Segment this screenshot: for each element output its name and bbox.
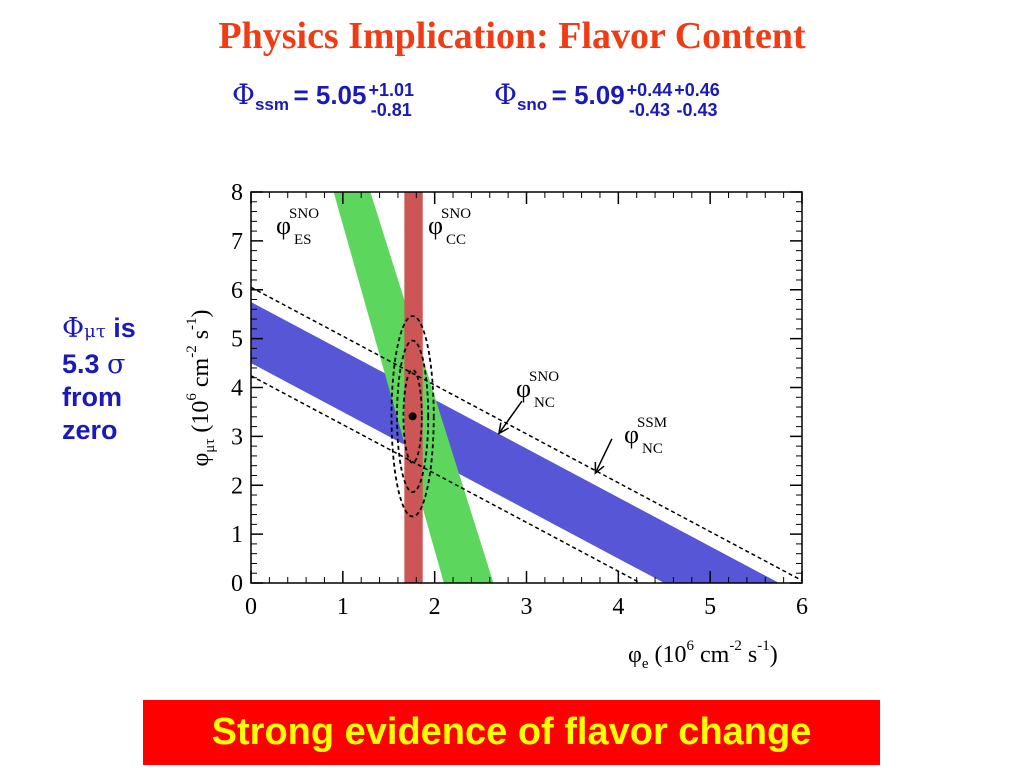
side-note-symbol: Φ [62, 313, 85, 344]
x-tick-label: 3 [521, 594, 533, 620]
side-note-sigma: σ [107, 349, 126, 380]
sno-flux-syst-errors: +0.46 -0.43 [674, 80, 720, 120]
ssm-flux-symbol: Φ [232, 78, 255, 111]
y-axis-label: φμτ (106 cm-2 s-1) [184, 309, 218, 466]
es-band-label: φSNO ES [276, 206, 319, 248]
arrow-head-1 [497, 422, 509, 435]
y-tick-label: 2 [231, 473, 243, 499]
y-tick-label: 4 [231, 376, 243, 402]
cc-band-label: φSNO CC [428, 206, 471, 248]
y-tick-label: 0 [231, 571, 243, 597]
x-axis-label: φe (106 cm-2 s-1) [628, 638, 778, 672]
side-note: Φμτ is 5.3 σ from zero [62, 312, 162, 447]
y-tick-label: 8 [231, 180, 243, 206]
y-tick-label: 1 [231, 522, 243, 548]
x-tick-label: 1 [337, 594, 349, 620]
nc-band-label: φSNO NC [516, 369, 559, 411]
sno-flux-value: = 5.09 [551, 80, 625, 110]
arrow-head-2 [594, 462, 605, 475]
side-note-from: from [62, 382, 122, 412]
sno-flux-stat-minus: -0.43 [628, 99, 670, 120]
best-fit-point [408, 412, 417, 421]
ssm-flux-error-minus: -0.81 [370, 99, 412, 120]
side-note-sigma-value: 5.3 [62, 349, 108, 379]
cc-flux-band [404, 192, 423, 583]
sno-flux-syst-minus: -0.43 [676, 99, 718, 120]
ssm-label: φSSM NC [624, 415, 667, 457]
confidence-contours [390, 315, 435, 518]
sno-flux-equation: Φsno = 5.09 +0.44 -0.43+0.46 -0.43 [494, 78, 720, 120]
y-tick-label: 5 [231, 327, 243, 353]
y-tick-label: 7 [231, 229, 243, 255]
ssm-lower-bound-line [251, 375, 641, 583]
contour-3 [390, 315, 435, 518]
sno-flux-stat-plus: +0.44 [626, 79, 673, 100]
ssm-flux-error-plus: +1.01 [368, 79, 415, 100]
contour-1 [402, 369, 423, 464]
page-title: Physics Implication: Flavor Content [218, 15, 806, 57]
sno-flux-syst-plus: +0.46 [674, 79, 720, 100]
side-note-zero: zero [62, 415, 118, 445]
annotation-arrows [497, 400, 613, 475]
x-tick-label: 2 [429, 594, 441, 620]
x-tick-label: 4 [612, 594, 624, 620]
side-note-subscript: μτ [84, 321, 106, 342]
ssm-upper-bound-line [251, 286, 802, 582]
arrow-shaft-1 [498, 400, 523, 434]
arrow-shaft-2 [594, 438, 613, 474]
axis-tick-labels: 0 1 2 3 4 5 6 0 1 2 3 4 5 6 7 8 [231, 180, 808, 620]
contour-2 [396, 339, 430, 493]
ssm-flux-errors: +1.01 -0.81 [368, 80, 414, 120]
sno-flux-stat-errors: +0.44 -0.43 [627, 80, 673, 120]
y-tick-label: 3 [231, 424, 243, 450]
nc-flux-band [251, 301, 780, 583]
ssm-flux-value: = 5.05 [293, 80, 367, 110]
ssm-flux-equation: Φssm = 5.05 +1.01 -0.81 [232, 78, 414, 120]
sno-flux-subscript: sno [516, 95, 548, 114]
sno-flux-symbol: Φ [494, 78, 517, 111]
ssm-flux-subscript: ssm [254, 95, 289, 114]
conclusion-banner: Strong evidence of flavor change [143, 700, 880, 765]
x-tick-label: 5 [704, 594, 716, 620]
y-tick-label: 6 [231, 278, 243, 304]
side-note-is: is [105, 313, 136, 343]
x-tick-label: 6 [796, 594, 808, 620]
x-tick-label: 0 [245, 594, 257, 620]
axis-ticks [250, 191, 803, 584]
